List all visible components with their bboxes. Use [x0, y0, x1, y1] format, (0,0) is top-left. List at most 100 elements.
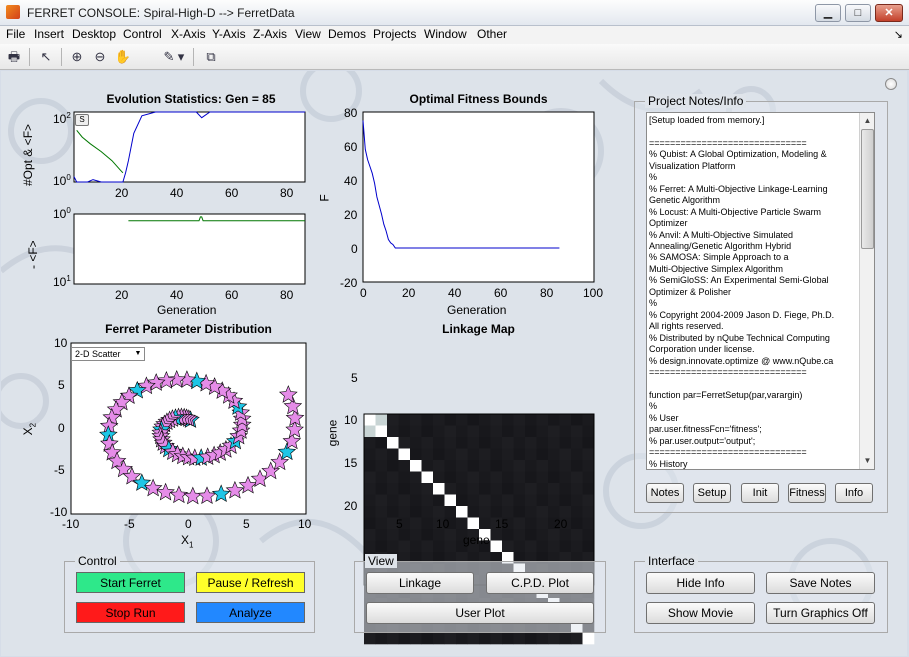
linkage-cell [559, 414, 572, 426]
linkage-cell [582, 517, 595, 530]
fitness-ytick: 0 [351, 242, 358, 256]
param-ytick: -10 [50, 505, 68, 519]
linkage-cell [421, 425, 434, 438]
linkage-cell [375, 517, 388, 530]
save-notes-button[interactable]: Save Notes [766, 572, 875, 594]
stop-run-button[interactable]: Stop Run [76, 602, 185, 623]
linkage-cell [513, 437, 526, 449]
linkage-cell [525, 437, 537, 449]
linkage-xtick: 10 [436, 517, 450, 531]
linkage-cell [467, 425, 480, 438]
plot-type-dropdown[interactable]: 2-D Scatter ▼ [71, 347, 145, 361]
dropdown-arrow-icon[interactable]: ▾ [177, 49, 185, 64]
evo-bot-xtick: 80 [280, 288, 294, 302]
menu-dock-arrow-icon[interactable]: ↘ [893, 29, 903, 41]
dock-figure-icon[interactable]: ⧉ [206, 49, 216, 64]
linkage-cell [398, 483, 411, 495]
start-ferret-button[interactable]: Start Ferret [76, 572, 185, 593]
linkage-cell [364, 506, 376, 518]
notes-button[interactable]: Notes [646, 483, 684, 503]
linkage-cell [456, 448, 468, 461]
evolution-xlabel: Generation [157, 303, 217, 317]
linkage-cell [582, 425, 595, 438]
linkage-cell [559, 437, 572, 449]
linkage-cell [467, 517, 480, 530]
param-point [169, 485, 189, 504]
linkage-cell [536, 506, 549, 518]
info-button[interactable]: Info [835, 483, 873, 503]
linkage-cell [502, 494, 514, 507]
cpd-plot-button[interactable]: C.P.D. Plot [486, 572, 594, 594]
linkage-cell [548, 471, 560, 484]
show-movie-button[interactable]: Show Movie [646, 602, 755, 624]
close-button[interactable]: ✕ [875, 4, 903, 22]
linkage-cell [525, 540, 537, 553]
pan-icon[interactable]: ✋ [114, 49, 132, 64]
menu-z-axis[interactable]: Z-Axis [253, 27, 287, 41]
linkage-cell [536, 414, 549, 426]
param-point [283, 396, 303, 415]
menu-desktop[interactable]: Desktop [72, 27, 117, 41]
user-plot-button[interactable]: User Plot [366, 602, 594, 624]
zoom-in-icon[interactable]: ⊕ [71, 49, 83, 64]
menu-projects[interactable]: Projects [373, 27, 417, 41]
linkage-cell [364, 494, 376, 507]
scroll-up-icon[interactable]: ▲ [863, 116, 872, 125]
pause-refresh-button[interactable]: Pause / Refresh [196, 572, 305, 593]
pointer-icon[interactable]: ↖ [40, 49, 52, 64]
linkage-cell [421, 460, 434, 472]
linkage-cell [479, 517, 491, 530]
menu-view[interactable]: View [295, 27, 321, 41]
maximize-button[interactable]: □ [845, 4, 871, 22]
hide-info-button[interactable]: Hide Info [646, 572, 755, 594]
linkage-xlabel: gene [463, 533, 490, 547]
menu-insert[interactable]: Insert [34, 27, 65, 41]
param-point [285, 420, 304, 438]
minimize-button[interactable]: ▁ [815, 4, 841, 22]
linkage-cell [364, 437, 376, 449]
linkage-cell [375, 425, 388, 438]
linkage-button[interactable]: Linkage [366, 572, 474, 594]
radio-toggle[interactable] [885, 78, 897, 90]
init-button[interactable]: Init [741, 483, 779, 503]
setup-button[interactable]: Setup [693, 483, 731, 503]
linkage-cell [513, 471, 526, 484]
linkage-ytick: 10 [344, 413, 358, 427]
data-cursor-icon[interactable]: ✎ [163, 49, 175, 64]
linkage-cell [364, 632, 376, 645]
menu-demos[interactable]: Demos [328, 27, 367, 41]
linkage-cell [467, 414, 480, 426]
linkage-cell [548, 552, 560, 564]
scroll-down-icon[interactable]: ▼ [863, 456, 872, 465]
chevron-down-icon: ▼ [134, 350, 142, 357]
linkage-cell [375, 494, 388, 507]
linkage-cell [502, 425, 514, 438]
menu-window[interactable]: Window [424, 27, 467, 41]
fitness-button[interactable]: Fitness [788, 483, 826, 503]
notes-scrollbar[interactable]: ▲ ▼ [859, 113, 874, 469]
linkage-cell [548, 540, 560, 553]
linkage-cell [421, 540, 434, 553]
zoom-out-icon[interactable]: ⊖ [94, 49, 106, 64]
menu-x-axis[interactable]: X-Axis [171, 27, 206, 41]
linkage-cell [444, 552, 457, 564]
linkage-cell [421, 494, 434, 507]
linkage-cell [456, 540, 468, 553]
notes-textarea[interactable]: [Setup loaded from memory.] ============… [646, 112, 875, 470]
menu-control[interactable]: Control [123, 27, 162, 41]
linkage-cell [467, 632, 480, 645]
linkage-cell [502, 471, 514, 484]
menu-file[interactable]: File [6, 27, 26, 41]
turn-graphics-off-button[interactable]: Turn Graphics Off [766, 602, 875, 624]
s-button[interactable]: S [75, 114, 89, 126]
linkage-cell [559, 471, 572, 484]
linkage-cell [421, 414, 434, 426]
print-icon[interactable]: 🖶 [7, 49, 21, 64]
linkage-cell [536, 425, 549, 438]
menu-y-axis[interactable]: Y-Axis [212, 27, 246, 41]
scrollbar-thumb[interactable] [861, 129, 874, 249]
analyze-button[interactable]: Analyze [196, 602, 305, 623]
menu-other[interactable]: Other [477, 27, 508, 41]
linkage-cell [387, 540, 399, 553]
linkage-cell [364, 529, 376, 541]
